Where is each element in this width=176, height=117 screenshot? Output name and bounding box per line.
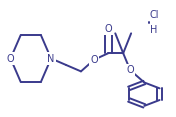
Text: O: O	[104, 24, 112, 34]
Text: N: N	[47, 53, 55, 64]
Text: O: O	[126, 65, 134, 75]
Text: Cl: Cl	[150, 10, 159, 20]
Text: H: H	[150, 25, 157, 35]
Text: O: O	[7, 53, 14, 64]
Text: O: O	[90, 55, 98, 65]
